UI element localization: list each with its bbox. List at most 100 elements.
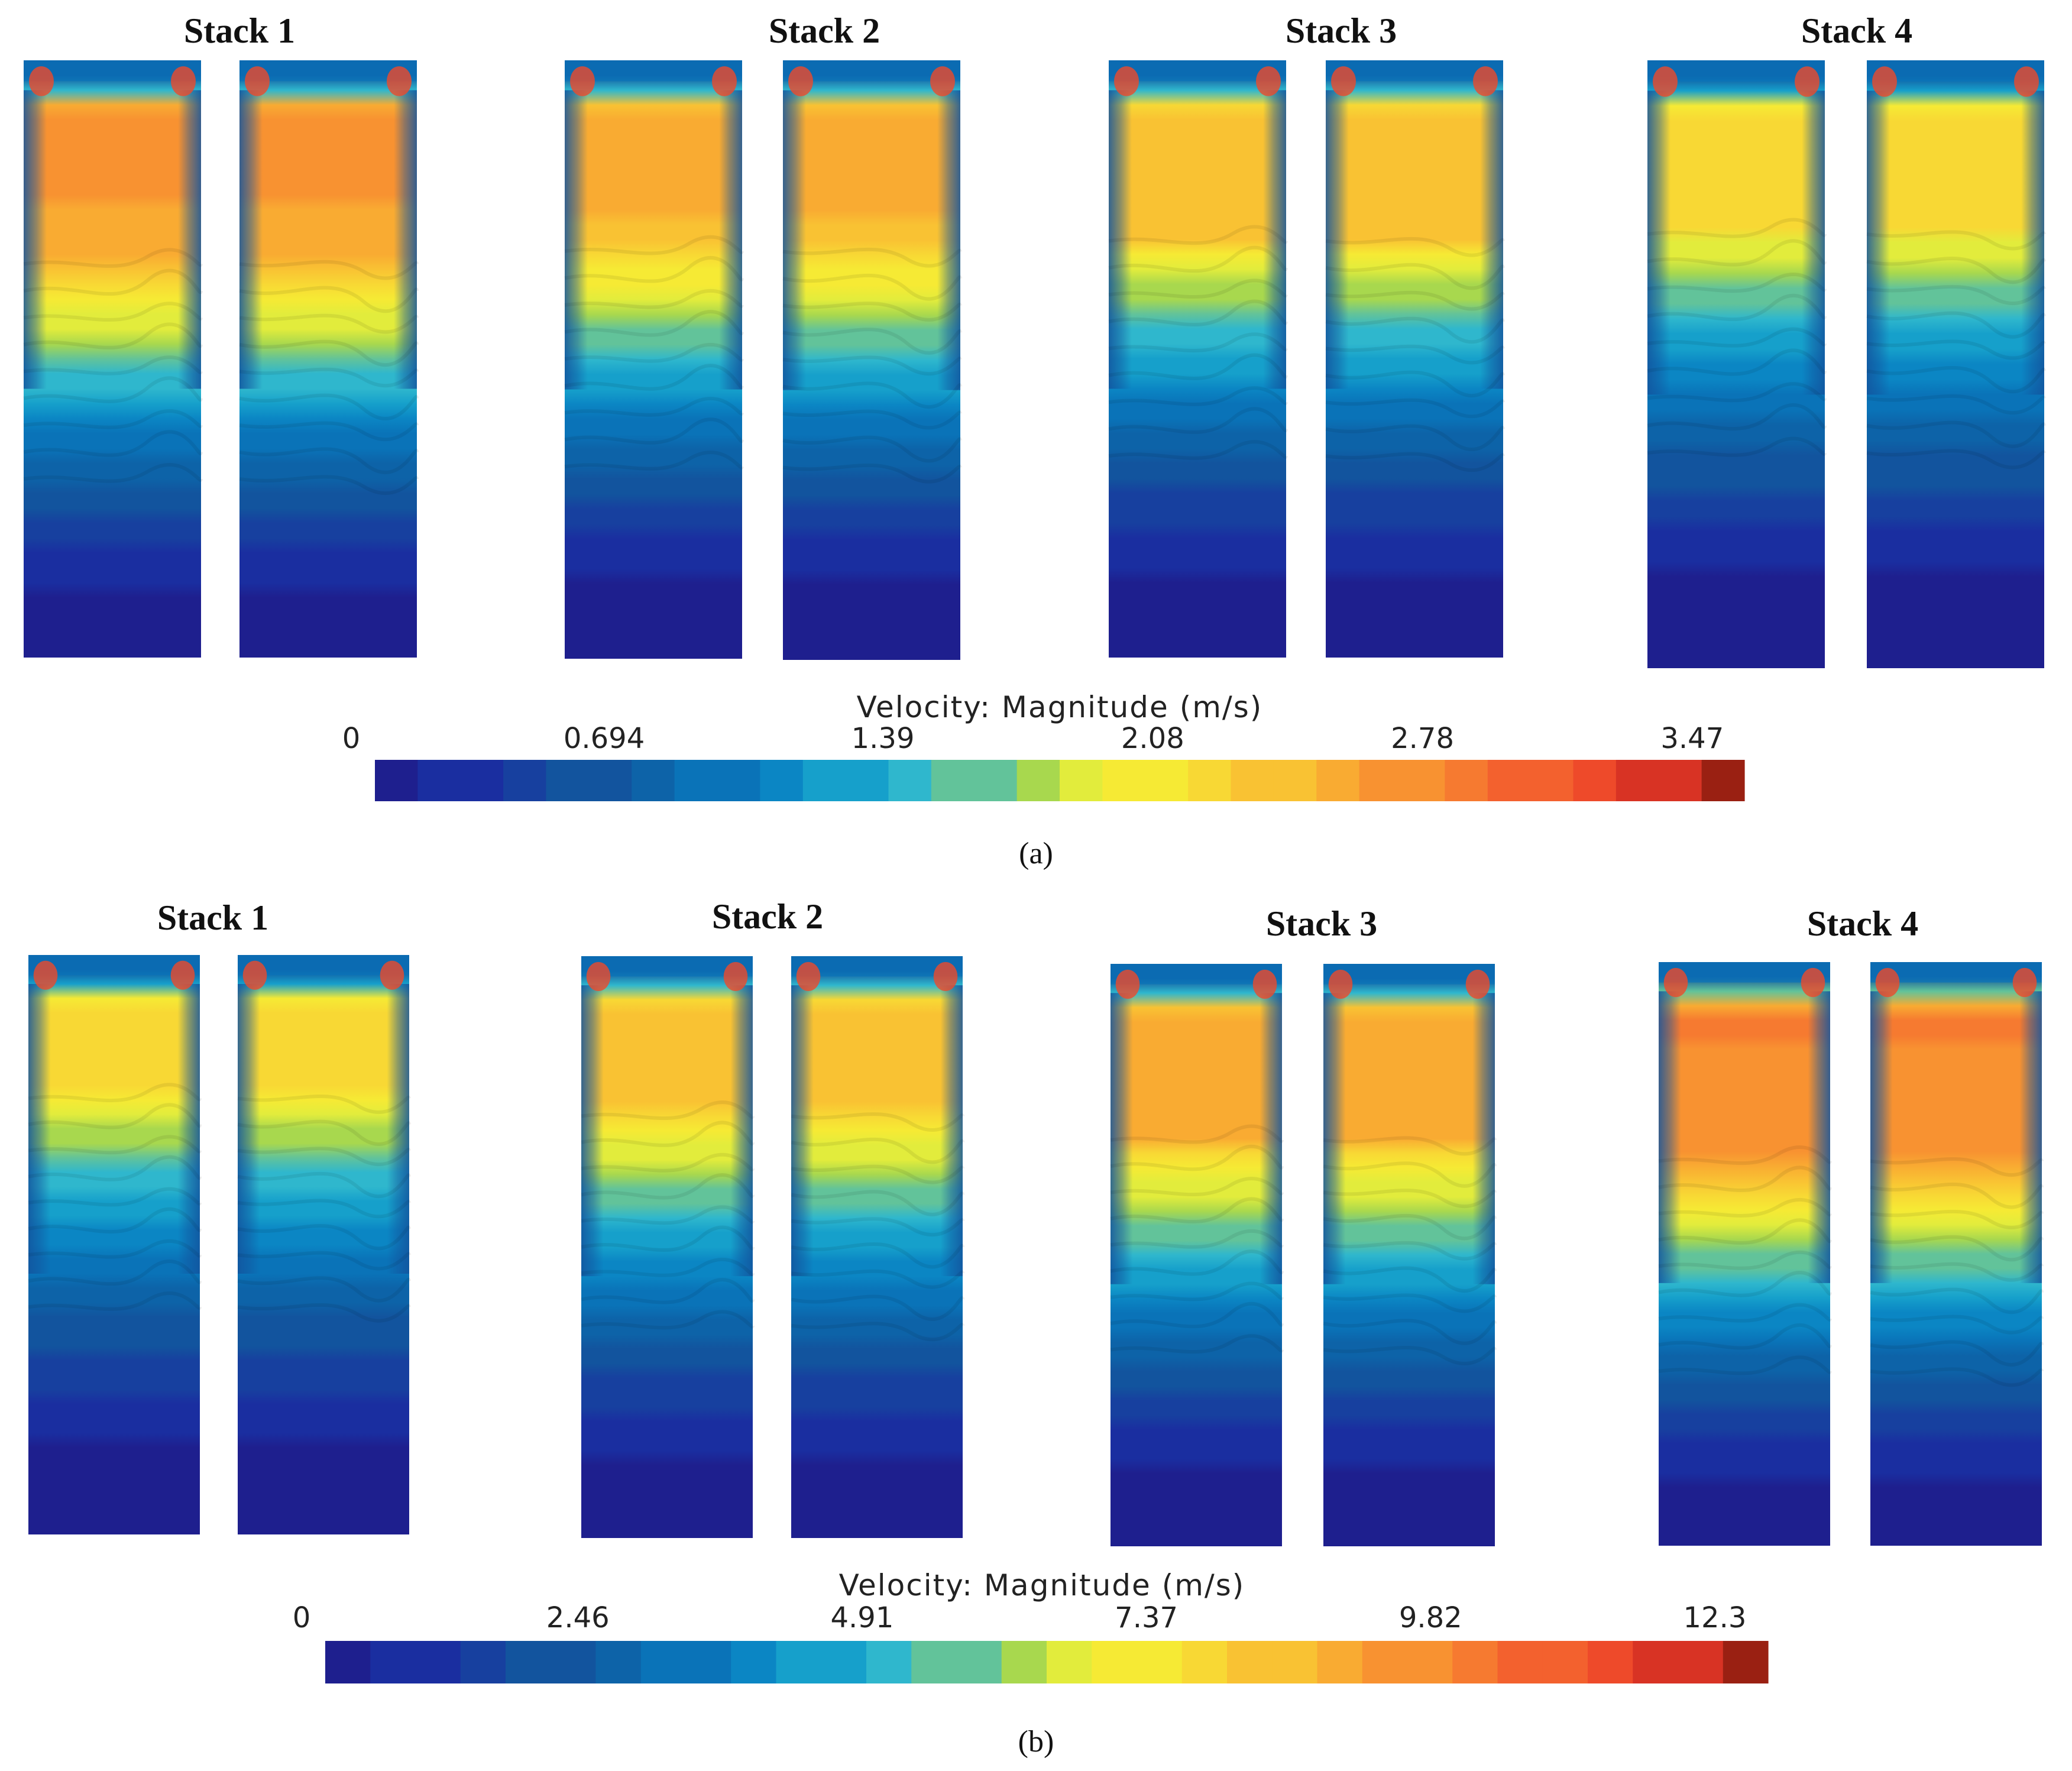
isovelocity-line: [1870, 1157, 2044, 1177]
corner-jet: [1872, 66, 1897, 97]
isovelocity-line: [23, 430, 203, 457]
isovelocity-line: [782, 409, 962, 430]
colorbar-tick-label: 12.3: [1684, 1601, 1747, 1634]
isovelocity-line: [581, 1225, 755, 1252]
corner-jet: [712, 66, 737, 96]
colorbar-swatch: [1402, 760, 1445, 801]
colorbar-swatch: [731, 1641, 777, 1683]
isovelocity-line: [28, 1260, 202, 1286]
colorbar-swatch: [1530, 760, 1574, 801]
colorbar-swatch: [1060, 760, 1103, 801]
wall-boundary-layer: [1111, 993, 1282, 1284]
colorbar-swatch: [1359, 760, 1403, 801]
contour-plot-1: [23, 60, 203, 658]
colorbar-swatch: [1445, 760, 1488, 801]
panel-b-colorbar: [325, 1641, 1769, 1683]
colorbar-swatch: [595, 1641, 642, 1683]
isovelocity-line: [1110, 1334, 1284, 1354]
isovelocity-line: [1110, 1301, 1284, 1329]
isovelocity-line: [1658, 1271, 1832, 1297]
wall-boundary-layer: [581, 985, 753, 1277]
colorbar-swatch: [551, 1641, 597, 1683]
colorbar-swatch: [674, 760, 718, 801]
isovelocity-line: [1325, 452, 1505, 472]
isovelocity-line: [23, 302, 203, 322]
isovelocity-line: [782, 273, 962, 301]
corner-jet: [723, 961, 748, 992]
corner-jet: [586, 961, 611, 992]
colorbar-swatch: [325, 1641, 371, 1683]
contour-plot-8: [1870, 962, 2044, 1546]
isovelocity-line: [782, 328, 962, 355]
colorbar-swatch: [503, 760, 547, 801]
contour-plot-4: [791, 956, 964, 1538]
isovelocity-line: [237, 1147, 411, 1167]
colorbar-swatch: [1659, 760, 1702, 801]
wall-boundary-layer: [791, 985, 963, 1277]
colorbar-swatch: [1678, 1641, 1724, 1683]
corner-jet: [387, 66, 412, 96]
corner-jet: [1115, 969, 1140, 999]
isovelocity-line: [239, 260, 419, 280]
isovelocity-line: [1647, 382, 1827, 403]
isovelocity-line: [1870, 1315, 2044, 1335]
colorbar-swatch: [974, 760, 1018, 801]
isovelocity-line: [1658, 1218, 1832, 1245]
corner-jet: [380, 960, 404, 990]
contour-plot-5: [1108, 60, 1288, 658]
isovelocity-line: [239, 367, 419, 388]
isovelocity-line: [239, 421, 419, 442]
panel-a-colorbar-title: Velocity: Magnitude (m/s): [857, 690, 1263, 724]
isovelocity-line: [564, 289, 744, 309]
isovelocity-line: [237, 1224, 411, 1251]
wall-boundary-layer: [238, 984, 409, 1274]
isovelocity-line: [23, 409, 203, 429]
isovelocity-line: [782, 355, 962, 376]
contour-plot-4: [782, 60, 962, 660]
isovelocity-line: [1870, 1287, 2044, 1315]
isovelocity-line: [782, 247, 962, 268]
isovelocity-line: [1325, 237, 1505, 257]
colorbar-swatch: [1615, 760, 1659, 801]
isovelocity-line: [237, 1276, 411, 1303]
colorbar-swatch: [546, 760, 590, 801]
contour-plot-6: [1325, 60, 1505, 658]
isovelocity-line: [782, 302, 962, 322]
colorbar-tick-label: 3.47: [1660, 722, 1724, 755]
colorbar-swatch: [866, 1641, 912, 1683]
colorbar-swatch: [1181, 1641, 1228, 1683]
isovelocity-line: [237, 1199, 411, 1219]
isovelocity-line: [1647, 327, 1827, 348]
isovelocity-line: [237, 1119, 411, 1146]
colorbar-swatch: [375, 760, 418, 801]
corner-jet: [171, 66, 196, 96]
corner-jet: [2012, 967, 2037, 998]
isovelocity-line: [564, 417, 744, 445]
isovelocity-line: [23, 462, 203, 483]
panel-a-colorbar-ticks: 0 0.694 1.39 2.08 2.78 3.47: [342, 722, 1724, 755]
isovelocity-line: [1866, 311, 2046, 339]
panel-b-stack-4-title: Stack 4: [1807, 904, 1918, 943]
isovelocity-line: [1323, 1293, 1497, 1313]
isovelocity-line: [1647, 293, 1827, 322]
isovelocity-line: [1870, 1367, 2044, 1387]
colorbar-tick-label: 2.78: [1391, 722, 1454, 755]
panel-a-caption: (a): [1019, 837, 1053, 870]
isovelocity-line: [1323, 1213, 1497, 1241]
isovelocity-line: [23, 355, 203, 375]
colorbar-swatch: [1047, 1641, 1092, 1683]
wall-boundary-layer: [239, 90, 417, 389]
colorbar-swatch: [931, 760, 975, 801]
colorbar-swatch: [1272, 1641, 1318, 1683]
isovelocity-line: [782, 435, 962, 463]
isovelocity-line: [1325, 398, 1505, 419]
isovelocity-line: [1658, 1197, 1832, 1218]
isovelocity-line: [1323, 1319, 1497, 1345]
corner-jet: [788, 66, 813, 96]
isovelocity-line: [28, 1291, 202, 1311]
isovelocity-line: [1110, 1249, 1284, 1276]
isovelocity-line: [1647, 403, 1827, 431]
colorbar-swatch: [956, 1641, 1002, 1683]
colorbar-swatch: [460, 1641, 506, 1683]
